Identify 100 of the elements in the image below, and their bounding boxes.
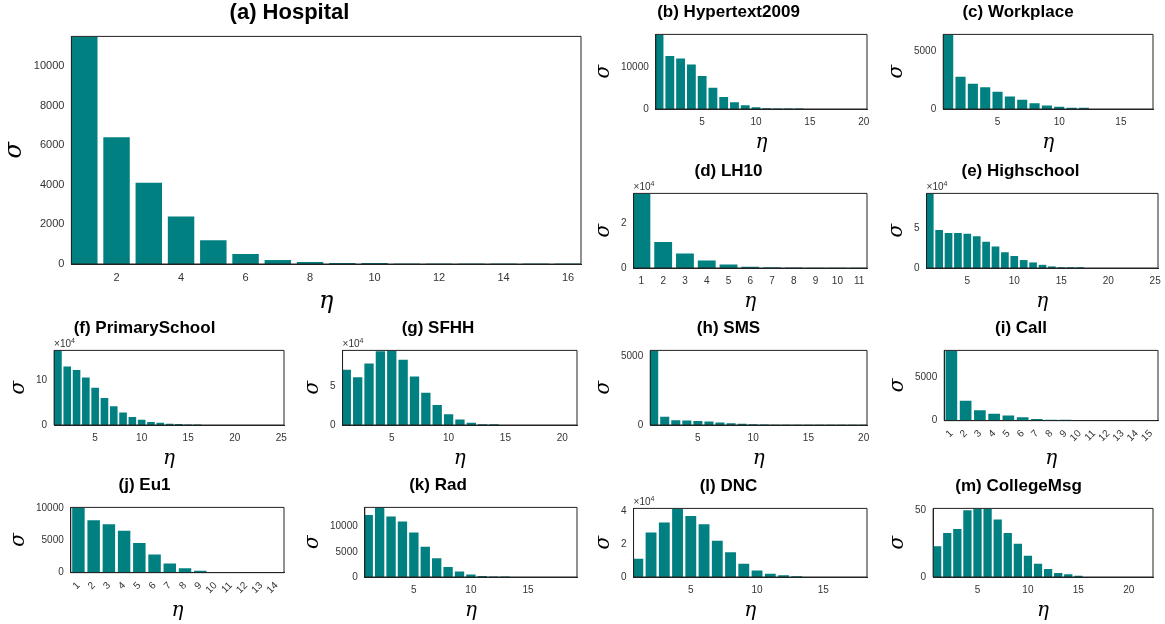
y-axis-title: σ <box>299 379 324 395</box>
y-tick-label: 5 <box>330 380 336 392</box>
chart-title: (e) Highschool <box>961 160 1080 180</box>
x-tick-label: 6 <box>146 579 159 592</box>
y-tick-label: 10000 <box>36 501 65 513</box>
chart-title: (j) Eu1 <box>118 474 171 494</box>
x-tick-label: 1 <box>943 427 956 440</box>
x-tick-label: 12 <box>432 270 446 283</box>
x-tick-label: 6 <box>1014 427 1027 440</box>
x-axis-title: η <box>1045 445 1058 470</box>
x-tick-label: 5 <box>92 431 99 443</box>
y-tick-label: 0 <box>914 261 920 273</box>
x-tick-label: 10 <box>1053 115 1066 127</box>
y-axis-title: σ <box>590 534 615 550</box>
y-tick-label: 5000 <box>914 45 937 57</box>
x-tick-label: 9 <box>191 579 204 592</box>
x-tick-label: 10 <box>747 431 760 443</box>
x-tick-label: 15 <box>1072 583 1085 595</box>
x-tick-label: 15 <box>522 583 534 595</box>
x-tick-label: 12 <box>1095 427 1112 444</box>
x-tick-label: 6 <box>747 274 754 286</box>
x-tick-label: 16 <box>561 270 575 283</box>
y-tick-label: 5000 <box>915 371 938 383</box>
y-tick-label: 2000 <box>39 217 65 230</box>
y-tick-label: 0 <box>637 418 644 430</box>
y-tick-label: 2 <box>621 217 627 229</box>
y-tick-label: 10000 <box>621 61 650 73</box>
chart-title: (h) SMS <box>696 317 761 337</box>
x-tick-label: 25 <box>1149 274 1162 286</box>
y-tick-label: 0 <box>58 566 65 578</box>
x-tick-label: 4 <box>177 270 185 283</box>
x-axis-title: η <box>464 597 477 622</box>
x-tick-label: 15 <box>802 431 815 443</box>
x-tick-label: 15 <box>1115 115 1127 127</box>
y-tick-label: 0 <box>41 418 48 430</box>
x-tick-label: 1 <box>70 579 83 592</box>
y-tick-label: 6000 <box>39 138 65 151</box>
x-tick-label: 8 <box>307 270 314 283</box>
x-axis-title: η <box>1042 129 1055 154</box>
y-tick-label: 0 <box>930 102 937 114</box>
x-tick-label: 2 <box>660 274 667 286</box>
y-tick-label: 0 <box>621 570 627 582</box>
y-tick-label: 0 <box>58 257 65 270</box>
x-tick-label: 14 <box>497 270 510 283</box>
chart-title: (c) Workplace <box>962 1 1074 21</box>
x-tick-label: 10 <box>136 431 148 443</box>
x-tick-label: 20 <box>229 431 241 443</box>
x-axis-title: η <box>752 445 765 470</box>
x-tick-label: 11 <box>218 579 235 595</box>
chart-title: (a) Hospital <box>229 0 350 25</box>
x-tick-label: 8 <box>791 274 798 286</box>
x-tick-label: 10 <box>1022 583 1034 595</box>
x-axis-title: η <box>744 597 757 622</box>
x-axis-title: η <box>1036 288 1049 313</box>
x-tick-label: 14 <box>1124 427 1141 444</box>
x-tick-label: 10 <box>368 270 381 283</box>
x-tick-label: 20 <box>1123 583 1135 595</box>
chart-title: (l) DNC <box>699 475 758 495</box>
chart-title: (m) CollegeMsg <box>955 475 1082 495</box>
x-tick-label: 12 <box>233 579 250 596</box>
y-tick-label: 2 <box>621 537 627 549</box>
x-tick-label: 7 <box>769 274 776 286</box>
x-tick-label: 15 <box>804 115 816 127</box>
x-tick-label: 20 <box>556 431 569 443</box>
y-axis-title: σ <box>0 141 27 159</box>
x-axis-title: η <box>171 597 184 622</box>
x-tick-label: 2 <box>85 579 98 592</box>
y-axis-title: σ <box>883 222 908 238</box>
x-tick-label: 9 <box>1057 427 1070 440</box>
x-tick-label: 15 <box>499 431 512 443</box>
y-tick-label: 5000 <box>621 349 644 361</box>
x-tick-label: 5 <box>688 583 695 595</box>
x-tick-label: 10 <box>1067 427 1084 444</box>
x-tick-label: 20 <box>858 431 870 443</box>
x-tick-label: 10 <box>831 274 844 286</box>
x-tick-label: 7 <box>1028 427 1041 440</box>
y-tick-label: 10000 <box>33 59 65 72</box>
y-tick-label: 0 <box>352 570 359 582</box>
x-tick-label: 13 <box>1110 427 1127 444</box>
x-tick-label: 5 <box>411 583 418 595</box>
y-tick-label: 10000 <box>330 520 359 532</box>
x-tick-label: 5 <box>964 274 971 286</box>
y-axis-title: σ <box>590 63 615 79</box>
y-axis-title: σ <box>884 377 909 393</box>
x-tick-label: 11 <box>853 274 865 286</box>
y-tick-label: 50 <box>915 504 927 516</box>
chart-title: (g) SFHH <box>401 317 475 337</box>
y-axis-title: σ <box>883 63 908 79</box>
x-tick-label: 5 <box>699 115 706 127</box>
x-axis-title: η <box>453 445 466 470</box>
x-tick-label: 5 <box>695 431 702 443</box>
x-tick-label: 1 <box>638 274 645 286</box>
x-tick-label: 15 <box>1055 274 1068 286</box>
x-tick-label: 2 <box>113 270 120 283</box>
y-axis-title: σ <box>590 379 615 395</box>
x-tick-label: 11 <box>1082 427 1098 443</box>
x-axis-title: η <box>1037 597 1050 622</box>
x-tick-label: 20 <box>858 115 870 127</box>
y-axis-title: σ <box>590 222 615 238</box>
x-axis-title: η <box>163 445 176 470</box>
